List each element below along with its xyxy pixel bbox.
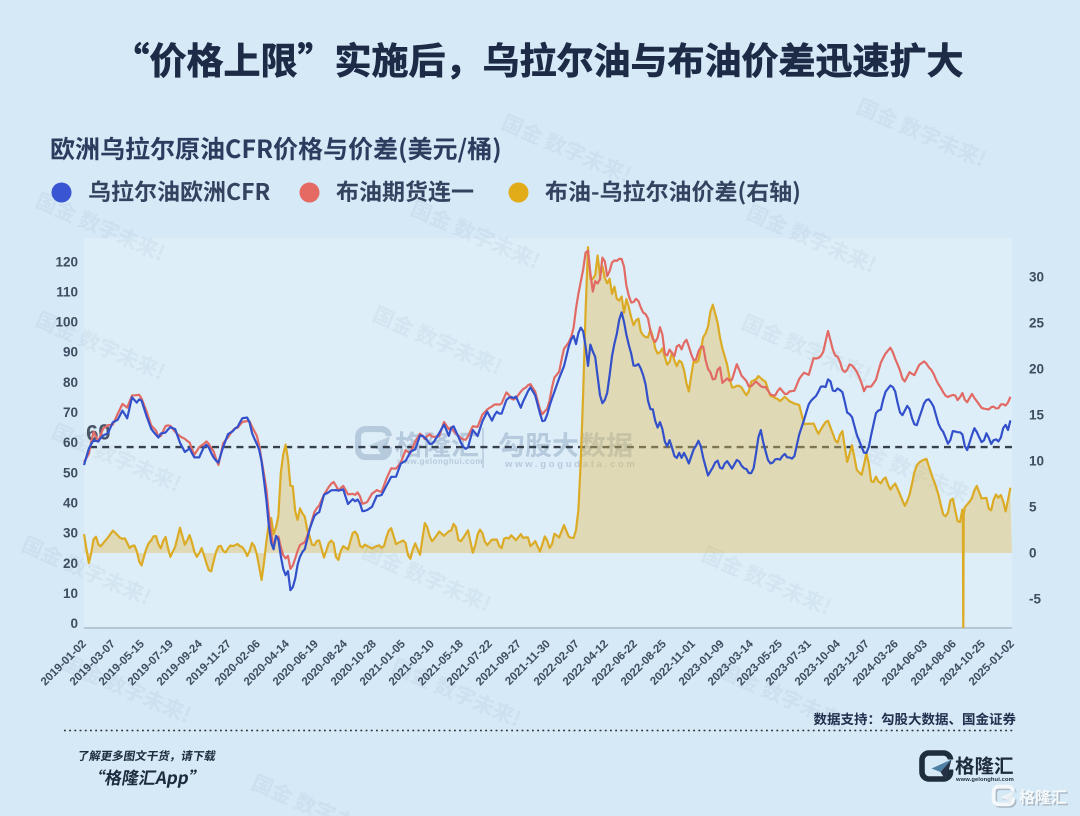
svg-text:10: 10 [63,586,78,601]
svg-text:-5: -5 [1029,592,1041,607]
svg-text:90: 90 [63,345,78,360]
svg-text:30: 30 [63,526,78,541]
svg-text:30: 30 [1029,270,1044,285]
svg-text:60: 60 [63,435,78,450]
svg-text:70: 70 [63,405,78,420]
svg-text:25: 25 [1029,316,1045,331]
svg-text:120: 120 [55,254,78,269]
svg-text:20: 20 [1029,362,1044,377]
svg-text:100: 100 [55,315,78,330]
svg-text:www.gelonghui.com: www.gelonghui.com [396,457,483,466]
svg-text:0: 0 [70,616,78,631]
svg-text:40: 40 [63,496,78,511]
svg-text:50: 50 [63,465,78,480]
svg-text:20: 20 [63,556,78,571]
svg-text:www.gelonghui.com: www.gelonghui.com [955,777,1014,783]
svg-text:110: 110 [56,284,78,299]
svg-text:www.gogudata.com: www.gogudata.com [504,459,638,470]
svg-text:15: 15 [1029,408,1045,423]
svg-text:10: 10 [1029,454,1044,469]
svg-text:80: 80 [63,375,78,390]
svg-text:0: 0 [1029,546,1037,561]
svg-text:5: 5 [1029,500,1037,515]
